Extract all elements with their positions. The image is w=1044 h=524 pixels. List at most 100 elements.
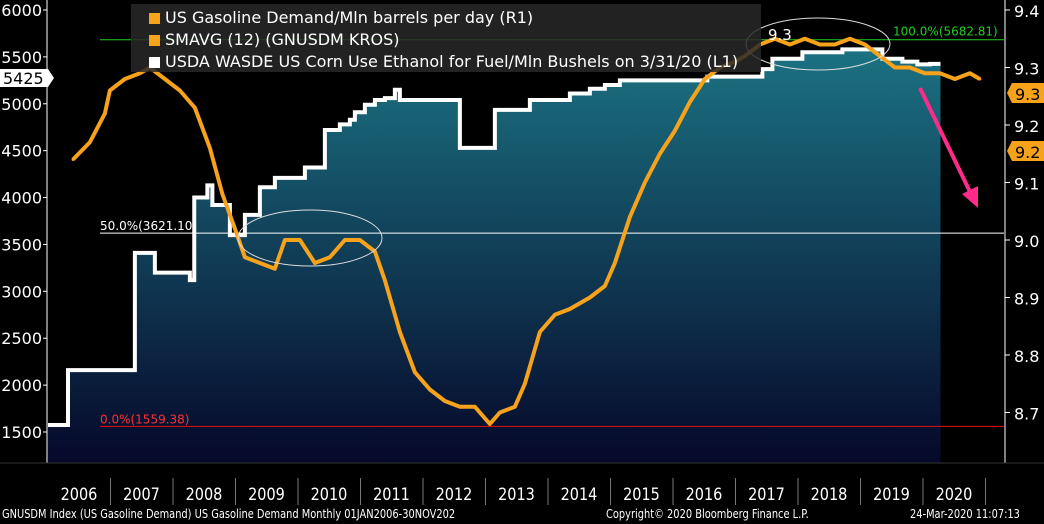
gasoline-point bbox=[443, 399, 447, 403]
gasoline-point bbox=[233, 227, 237, 230]
x-tick-label: 2009 bbox=[248, 484, 285, 504]
gasoline-point bbox=[488, 422, 492, 426]
gasoline-point bbox=[398, 330, 402, 334]
left-tick-label: 3500 bbox=[1, 235, 42, 254]
x-tick-label: 2020 bbox=[936, 484, 973, 504]
gasoline-point bbox=[358, 238, 362, 242]
x-tick-label: 2017 bbox=[748, 484, 785, 504]
gasoline-point bbox=[968, 71, 972, 75]
gasoline-point bbox=[220, 192, 224, 196]
gasoline-point bbox=[703, 77, 707, 81]
fib-50-label: 50.0%(3621.10) bbox=[100, 219, 197, 233]
gasoline-point bbox=[568, 307, 572, 311]
x-tick-label: 2010 bbox=[311, 484, 348, 504]
down-arrow-head-icon bbox=[962, 186, 978, 208]
gasoline-point bbox=[863, 43, 867, 46]
right-current-tag bbox=[1007, 83, 1044, 103]
gasoline-point bbox=[71, 158, 75, 161]
left-tick-label: 2500 bbox=[1, 329, 42, 348]
left-tick-label: 4500 bbox=[1, 142, 42, 161]
peak-label: 9.3 bbox=[768, 26, 792, 44]
x-tick-label: 2006 bbox=[61, 484, 98, 504]
left-tick-label: 2000 bbox=[1, 376, 42, 395]
left-tick-label: 6000 bbox=[1, 1, 42, 20]
gasoline-point bbox=[313, 261, 317, 265]
right-tick-label: 9.2 bbox=[1014, 117, 1039, 136]
gasoline-point bbox=[893, 66, 897, 69]
x-tick-label: 2012 bbox=[436, 484, 473, 504]
right-tick-label: 9.4 bbox=[1014, 2, 1039, 21]
gasoline-point bbox=[413, 370, 417, 374]
left-tick-label: 5500 bbox=[1, 48, 42, 67]
gasoline-point bbox=[473, 405, 477, 409]
footer-timestamp: 24-Mar-2020 11:07:13 bbox=[910, 507, 1020, 521]
gasoline-point bbox=[788, 43, 792, 46]
gasoline-point bbox=[523, 382, 527, 386]
gasoline-point bbox=[953, 77, 957, 81]
x-tick-label: 2018 bbox=[811, 484, 848, 504]
gasoline-point bbox=[88, 140, 92, 144]
legend-item-corn-ethanol[interactable]: USDA WASDE US Corn Use Ethanol for Fuel/… bbox=[149, 52, 738, 71]
footer-index-info: GNUSDM Index (US Gasoline Demand) US Gas… bbox=[2, 507, 456, 521]
gasoline-point bbox=[138, 71, 142, 75]
fib-0-label: 0.0%(1559.38) bbox=[100, 412, 189, 426]
x-tick-label: 2019 bbox=[873, 484, 910, 504]
x-tick-label: 2014 bbox=[561, 484, 598, 504]
legend-label: US Gasoline Demand/Mln barrels per day (… bbox=[165, 8, 534, 27]
area-fill bbox=[48, 49, 941, 464]
gasoline-point bbox=[243, 255, 247, 259]
gasoline-point bbox=[628, 215, 632, 219]
down-arrow-shaft bbox=[918, 87, 974, 197]
x-tick-label: 2015 bbox=[623, 484, 660, 504]
highlight-ellipse-2010 bbox=[237, 209, 383, 267]
right-tick-label: 9.3 bbox=[1014, 60, 1039, 79]
gasoline-point bbox=[673, 129, 677, 133]
gasoline-point bbox=[908, 66, 912, 69]
x-tick-label: 2016 bbox=[686, 484, 723, 504]
gasoline-point bbox=[193, 106, 197, 110]
gasoline-point bbox=[923, 71, 927, 75]
gasoline-point bbox=[383, 278, 387, 282]
gasoline-point bbox=[458, 405, 462, 409]
fib-100-label: 100.0%(5682.81) bbox=[893, 25, 998, 39]
gasoline-point bbox=[208, 146, 212, 150]
gasoline-point bbox=[328, 255, 332, 259]
left-current-tag bbox=[0, 69, 54, 87]
right-tick-label: 8.7 bbox=[1014, 405, 1039, 424]
right-current-value: 9.3 bbox=[1015, 85, 1040, 104]
legend-label: SMAVG (12) (GNUSDM KROS) bbox=[165, 30, 400, 49]
left-tick-label: 5000 bbox=[1, 95, 42, 114]
right-current-value: 9.2 bbox=[1015, 143, 1040, 162]
legend-swatch bbox=[149, 35, 160, 46]
gasoline-point bbox=[498, 411, 502, 414]
right-tick-label: 8.9 bbox=[1014, 290, 1039, 309]
x-tick-label: 2007 bbox=[123, 484, 160, 504]
gasoline-point bbox=[258, 261, 262, 265]
gasoline-point bbox=[588, 296, 592, 299]
gasoline-point bbox=[613, 261, 617, 265]
gasoline-point bbox=[273, 267, 277, 271]
x-tick-label: 2008 bbox=[186, 484, 223, 504]
gasoline-point bbox=[978, 77, 982, 81]
right-tick-label: 9.0 bbox=[1014, 232, 1039, 251]
right-current-tag bbox=[1007, 141, 1044, 161]
gasoline-point bbox=[818, 43, 822, 46]
gasoline-point bbox=[343, 238, 347, 242]
legend-item-gasoline[interactable]: US Gasoline Demand/Mln barrels per day (… bbox=[149, 8, 533, 27]
x-tick-label: 2013 bbox=[498, 484, 535, 504]
gasoline-point bbox=[538, 330, 542, 334]
gasoline-point bbox=[163, 77, 167, 81]
gasoline-point bbox=[773, 37, 777, 41]
left-current-value: 5425 bbox=[3, 69, 44, 88]
gasoline-point bbox=[603, 284, 607, 288]
legend-item-smavg[interactable]: SMAVG (12) (GNUSDM KROS) bbox=[149, 30, 400, 49]
x-tick-label: 2011 bbox=[373, 484, 410, 504]
gasoline-point bbox=[108, 89, 112, 92]
gasoline-point bbox=[553, 313, 557, 317]
right-tick-label: 8.8 bbox=[1014, 347, 1039, 366]
gasoline-point bbox=[298, 238, 302, 242]
gasoline-point bbox=[513, 405, 517, 409]
gasoline-point bbox=[688, 100, 692, 104]
